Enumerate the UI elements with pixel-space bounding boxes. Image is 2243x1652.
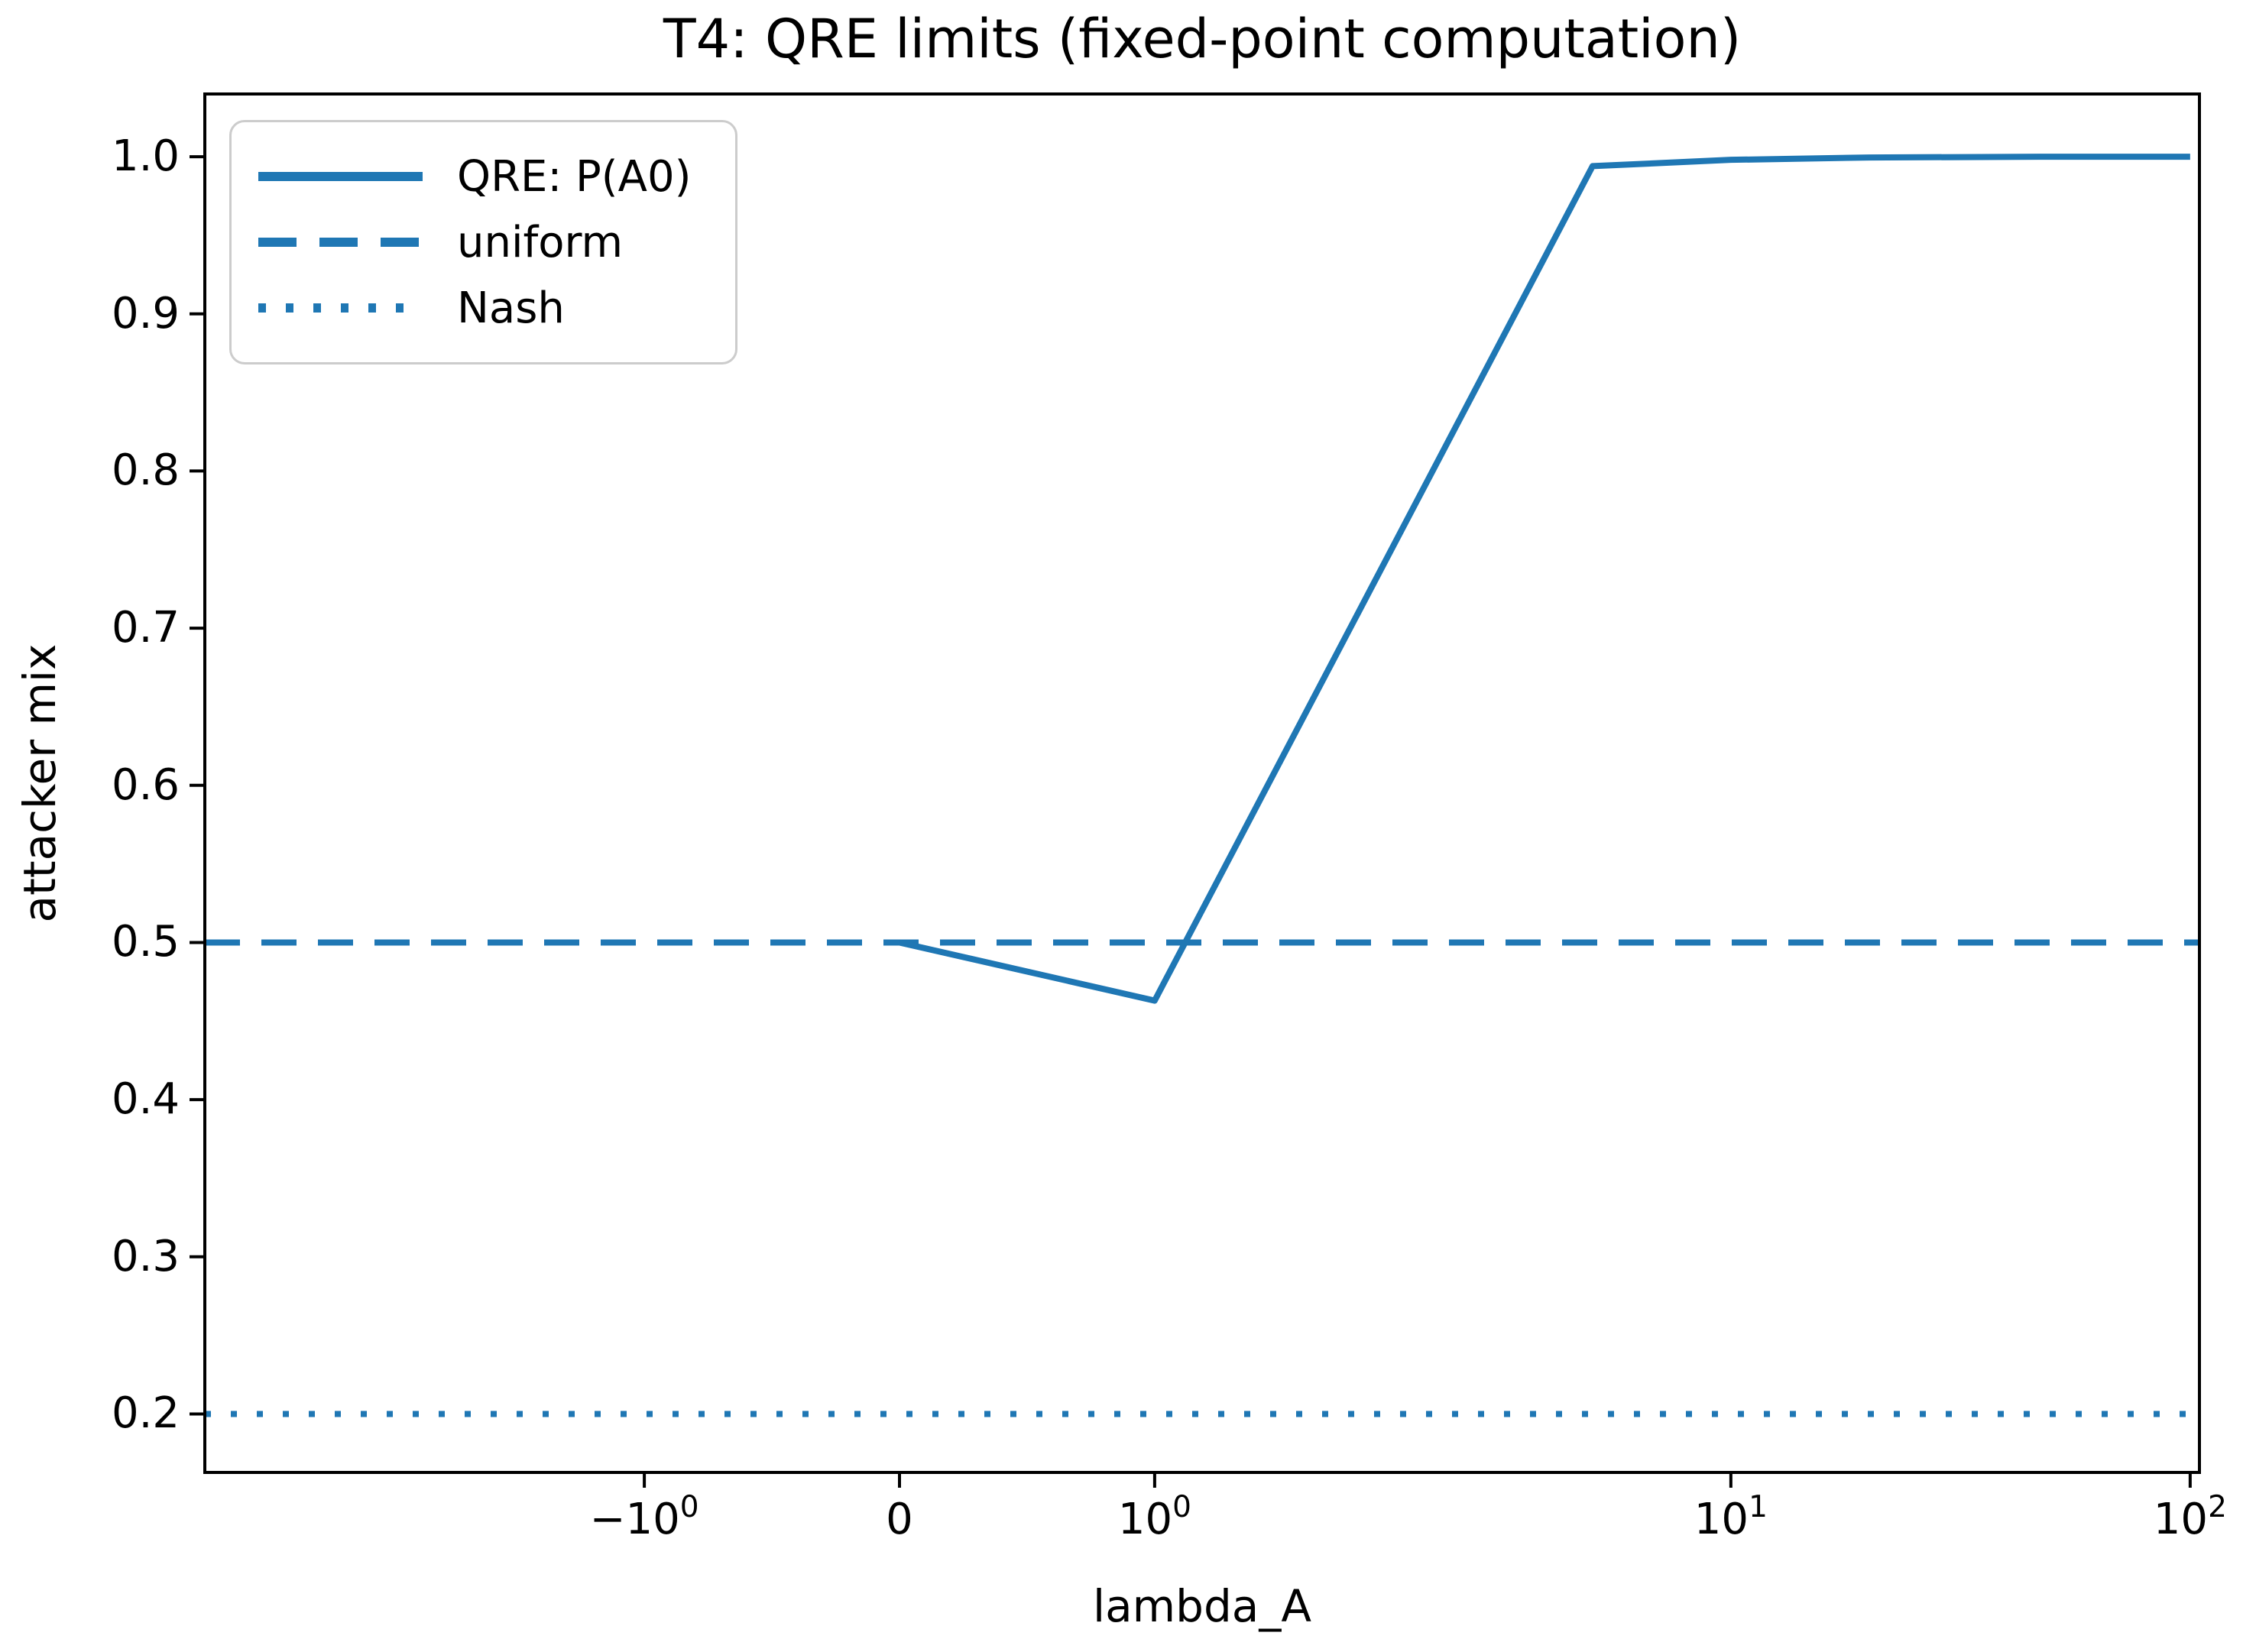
legend-box: QRE: P(A0) uniform Nash — [229, 120, 737, 364]
y-tick-label: 0.3 — [111, 1231, 180, 1281]
x-tick-exponent: 0 — [1172, 1490, 1191, 1524]
legend-dotted-line-sample — [258, 303, 423, 313]
x-tick-base: −10 — [589, 1495, 680, 1544]
x-tick-label: 101 — [1694, 1490, 1768, 1544]
y-tick-label: 1.0 — [111, 131, 180, 182]
x-tick-label: −100 — [589, 1490, 699, 1544]
legend-dashed-line-sample — [258, 238, 423, 247]
x-tick-exponent: 2 — [2208, 1490, 2227, 1524]
x-tick-exponent: 0 — [679, 1490, 699, 1524]
x-tick-exponent: 1 — [1749, 1490, 1768, 1524]
x-tick-label: 102 — [2153, 1490, 2227, 1544]
y-tick-label: 0.2 — [111, 1388, 180, 1439]
qre-series-line — [899, 154, 2190, 1004]
x-tick-label: 0 — [886, 1495, 913, 1544]
x-tick-base: 10 — [2153, 1495, 2209, 1544]
y-tick-label: 0.7 — [111, 603, 180, 653]
x-axis-label: lambda_A — [1092, 1580, 1311, 1632]
axes-frame — [203, 92, 2201, 1474]
y-tick-label: 0.9 — [111, 288, 180, 338]
x-tick-label: 100 — [1117, 1490, 1191, 1544]
y-tick-label: 0.4 — [111, 1074, 180, 1125]
y-tick-label: 0.5 — [111, 917, 180, 967]
x-tick-base: 10 — [1694, 1495, 1749, 1544]
legend-label: Nash — [457, 283, 565, 333]
legend-row: uniform — [258, 209, 728, 275]
legend-label: uniform — [457, 217, 624, 267]
x-tick-base: 10 — [1117, 1495, 1173, 1544]
legend-row: Nash — [258, 275, 728, 341]
y-tick-label: 0.8 — [111, 445, 180, 496]
y-tick-label: 0.6 — [111, 760, 180, 810]
chart-title: T4: QRE limits (fixed-point computation) — [663, 8, 1742, 70]
legend-label: QRE: P(A0) — [457, 151, 692, 202]
x-tick-base: 0 — [886, 1495, 913, 1544]
legend-row: QRE: P(A0) — [258, 144, 728, 209]
legend-solid-line-sample — [258, 172, 423, 181]
